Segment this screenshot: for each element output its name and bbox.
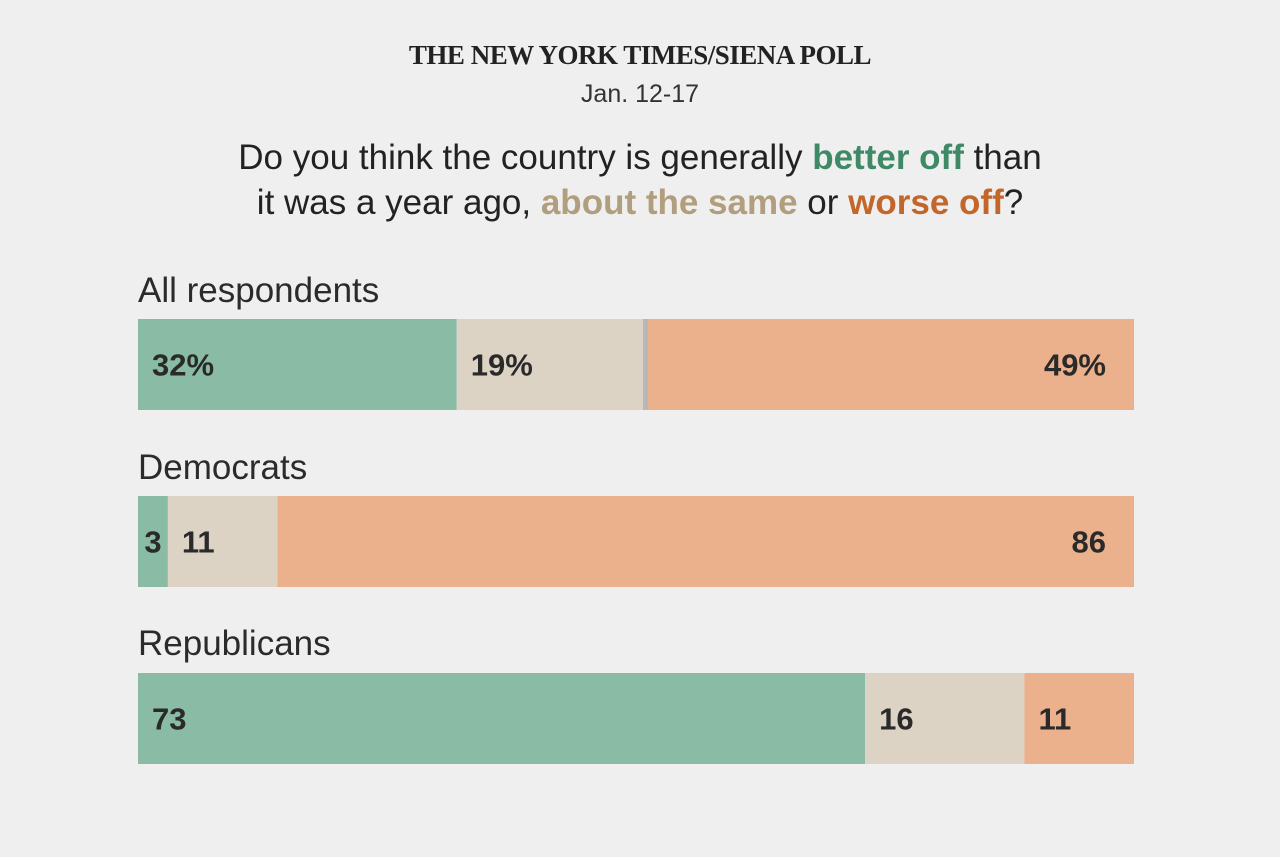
value-label-republicans-worse-off: 11 xyxy=(1038,702,1071,737)
worse-off-highlight: worse off xyxy=(848,183,1004,222)
question-text: Do you think the country is generally be… xyxy=(0,135,1280,225)
value-label-republicans-better-off: 73 xyxy=(152,702,186,737)
group-label-democrats: Democrats xyxy=(138,448,307,487)
value-label-democrats-worse-off: 86 xyxy=(1072,525,1106,560)
bar-all-respondents-worse-off xyxy=(645,319,1134,410)
better-off-highlight: better off xyxy=(812,138,964,177)
value-label-all-respondents-better-off: 32% xyxy=(152,348,214,383)
question-part-1: Do you think the country is generally xyxy=(238,138,813,177)
bar-democrats-worse-off xyxy=(277,496,1134,587)
bar-separator xyxy=(642,319,648,410)
value-label-all-respondents-worse-off: 49% xyxy=(1044,348,1106,383)
value-label-democrats-about-the-same: 11 xyxy=(182,525,215,560)
question-part-5: ? xyxy=(1003,183,1024,222)
question-part-2: than xyxy=(963,138,1042,177)
value-label-all-respondents-about-the-same: 19% xyxy=(471,348,533,383)
group-label-all-respondents: All respondents xyxy=(138,271,379,310)
poll-date: Jan. 12-17 xyxy=(580,80,700,108)
value-label-democrats-better-off: 3 xyxy=(144,525,161,560)
question-part-3: it was a year ago, xyxy=(256,183,541,222)
bar-republicans-better-off xyxy=(138,673,866,764)
group-label-republicans: Republicans xyxy=(138,624,331,663)
bar-all-respondents-about-the-same xyxy=(456,319,646,410)
value-label-republicans-about-the-same: 16 xyxy=(879,702,913,737)
bar-democrats-about-the-same xyxy=(167,496,278,587)
question-part-4: or xyxy=(797,183,849,222)
bar-democrats-better-off xyxy=(138,496,168,587)
about-same-highlight: about the same xyxy=(540,183,798,222)
poll-source: THE NEW YORK TIMES/SIENA POLL xyxy=(408,40,872,70)
bar-republicans-worse-off xyxy=(1024,673,1134,764)
bar-republicans-about-the-same xyxy=(865,673,1025,764)
bar-all-respondents-better-off xyxy=(138,319,457,410)
